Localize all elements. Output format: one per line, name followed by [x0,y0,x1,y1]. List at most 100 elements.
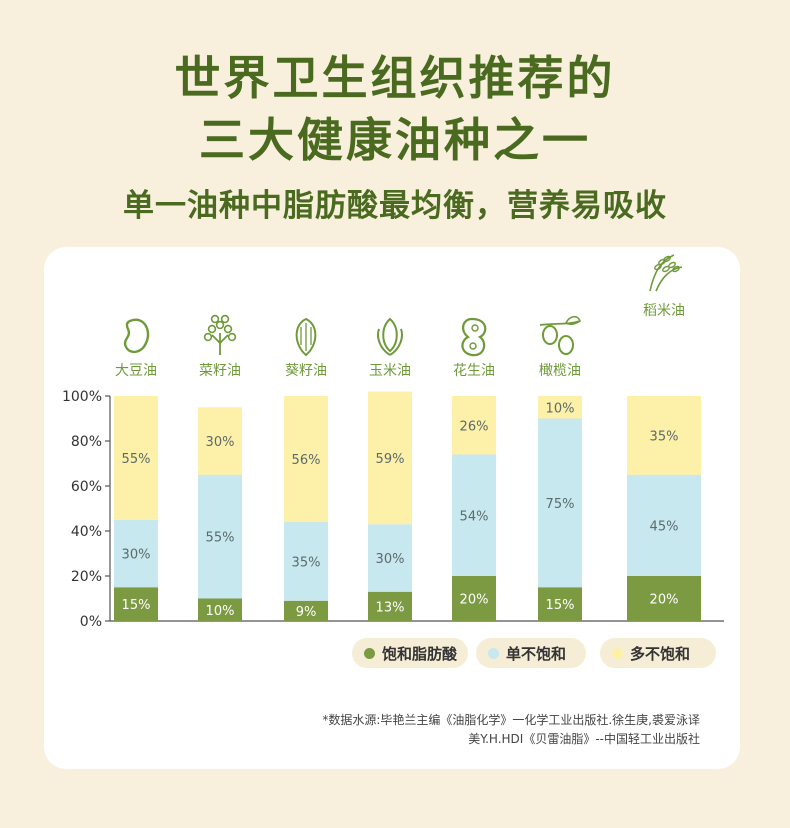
bar-value-label: 30% [206,435,235,450]
legend-label-poly: 多不饱和 [630,644,691,663]
rapeseed-flower [203,332,213,342]
bar-value-label: 10% [546,401,575,416]
bar-segment [198,474,242,599]
rapeseed-flower [215,320,225,330]
rapeseed-icon [203,314,237,355]
bar-segment [627,474,701,576]
legend-swatch-poly [612,647,623,659]
bar-value-label: 20% [650,593,679,608]
bar-value-label: 15% [122,598,151,613]
bar-value-label: 26% [460,419,489,434]
bar-value-label: 35% [292,555,321,570]
soybean-icon [123,318,150,354]
y-tick-label: 80% [71,434,102,450]
bar-segment [452,396,496,455]
bar-value-label: 13% [376,600,405,615]
peanut-icon [461,317,487,357]
bar-value-label: 30% [376,552,405,567]
rapeseed-flower [210,314,220,324]
rapeseed-flower [223,324,233,334]
bar-value-label: 15% [546,598,575,613]
chart-card: 0% 20% 40% 60% 80% 100% 15% 30% 55% 大豆油 10% 55% 30% 菜… [44,247,740,769]
seed-stripes [300,323,312,351]
source-note-line-2: 美Y.H.HDI《贝雷油脂》--中国轻工业出版社 [468,732,700,746]
olive-fruit [558,335,574,355]
olive-leaf [564,315,581,326]
bar-segment [368,591,412,621]
rapeseed-flower [207,324,217,334]
bar-value-label: 35% [650,429,679,444]
corn-cob [382,317,398,353]
bar-segment [284,396,328,522]
bar-value-label: 55% [122,452,151,467]
rapeseed-stem [211,333,229,355]
y-tick-label: 20% [71,569,102,585]
bar-segment [284,522,328,601]
category-label: 大豆油 [115,363,157,379]
peanut-dot [469,342,477,350]
bar-value-label: 10% [206,604,235,619]
bar-segment [452,576,496,621]
bar-group: 9% 35% 56% [284,396,328,621]
bar-segment [368,524,412,592]
bar-segment [538,418,582,588]
seed-outline [295,317,317,357]
bar-value-label: 9% [296,605,317,620]
bar-value-label: 54% [460,509,489,524]
category-label: 花生油 [453,363,495,379]
bar-group: 15% 75% 10% [538,396,582,621]
rice-grain [672,265,680,273]
bar-value-label: 55% [206,531,235,546]
bar-value-label: 56% [292,453,321,468]
bar-group: 10% 55% 30% [198,407,242,621]
y-tick-label: 100% [62,389,102,405]
category-label: 橄榄油 [539,363,581,379]
page-subtitle: 单一油种中脂肪酸最均衡，营养易吸收 [123,188,667,224]
peanut-dot [471,324,479,332]
y-tick-label: 0% [80,614,102,630]
legend-swatch-mono [488,647,499,659]
y-tick-label: 40% [71,524,102,540]
category-label: 葵籽油 [285,363,327,379]
bar-group: 20% 45% 35% [627,396,701,621]
bar-segment [627,396,701,475]
rice-stalk [649,254,683,292]
page-title-line-1: 世界卫生组织推荐的 [174,51,616,105]
rapeseed-flower [220,314,230,324]
olive-icon [539,315,581,355]
bar-value-label: 75% [546,497,575,512]
bar-value-label: 45% [650,519,679,534]
bar-group: 15% 30% 55% [114,396,158,621]
corn-husk [377,328,403,356]
bar-segment [538,396,582,419]
rapeseed-flower [227,332,237,342]
legend-item-mono: 单不饱和 [476,638,586,668]
olive-branch [539,320,581,326]
page-title-line-2: 三大健康油种之一 [199,113,591,167]
bar-segment [114,519,158,588]
category-label: 稻米油 [643,303,685,319]
legend-label-mono: 单不饱和 [506,644,567,663]
bar-segment [284,600,328,621]
bar-value-label: 20% [460,593,489,608]
legend-swatch-saturated [364,647,375,659]
rice-grain [663,255,671,263]
stacked-bar-chart: 0% 20% 40% 60% 80% 100% 15% 30% 55% 大豆油 10% 55% 30% 菜… [62,254,724,630]
legend-item-poly: 多不饱和 [600,638,716,668]
bar-group: 13% 30% 59% [368,391,412,621]
bar-segment [114,396,158,520]
bar-value-label: 30% [122,548,151,563]
bar-segment [538,587,582,621]
category-label: 菜籽油 [199,363,241,379]
bar-segment [452,454,496,576]
rice-icon [649,254,683,292]
rice-grain [658,258,666,266]
legend-label-saturated: 饱和脂肪酸 [382,644,458,663]
peanut-shell [461,317,487,357]
bar-segment [198,598,242,621]
rice-grain [668,261,676,269]
corn-icon [377,317,403,356]
bar-group: 20% 54% 26% [452,396,496,621]
bar-segment [627,576,701,621]
olive-fruit [542,325,558,345]
